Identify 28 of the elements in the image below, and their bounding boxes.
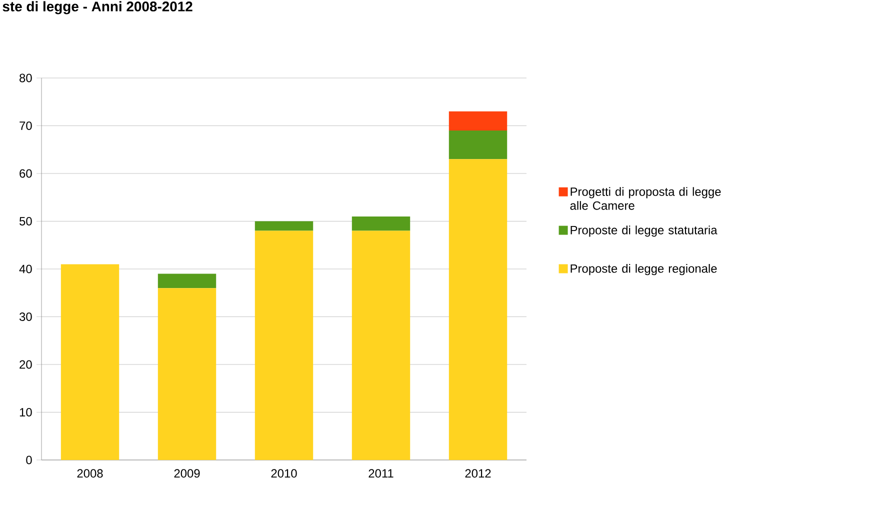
y-tick-label: 40 [19, 264, 32, 274]
bar [352, 230, 410, 460]
bar [254, 230, 314, 460]
x-tick-label: 2011 [368, 469, 394, 478]
x-tick-label: 2008 [77, 469, 103, 478]
bar [254, 221, 314, 231]
legend-label: Progetti di proposta di legge alle Camere [570, 187, 721, 210]
y-tick-label: 30 [19, 312, 32, 321]
bar [448, 130, 508, 160]
x-tick-label: 2012 [465, 469, 491, 478]
bar [352, 216, 410, 231]
x-tick-label: 2010 [271, 469, 297, 478]
y-tick-label: 50 [20, 217, 32, 226]
y-tick-label: 20 [20, 360, 32, 369]
legend-label: Proposte di legge statutaria [570, 226, 718, 237]
legend-label: Proposte di legge regionale [570, 264, 717, 276]
chart-title: ste di legge - Anni 2008-2012 [2, 1, 192, 14]
x-tick-label: 2009 [174, 469, 200, 478]
bar [60, 264, 120, 460]
y-tick-label: 10 [20, 408, 32, 416]
bar [158, 274, 216, 288]
y-tick-label: 60 [20, 169, 32, 178]
bar [448, 111, 508, 131]
y-tick-label: 70 [20, 122, 32, 130]
bar [158, 288, 216, 460]
y-tick-label: 80 [20, 74, 32, 82]
y-tick-label: 0 [26, 456, 32, 464]
bar [448, 159, 508, 460]
